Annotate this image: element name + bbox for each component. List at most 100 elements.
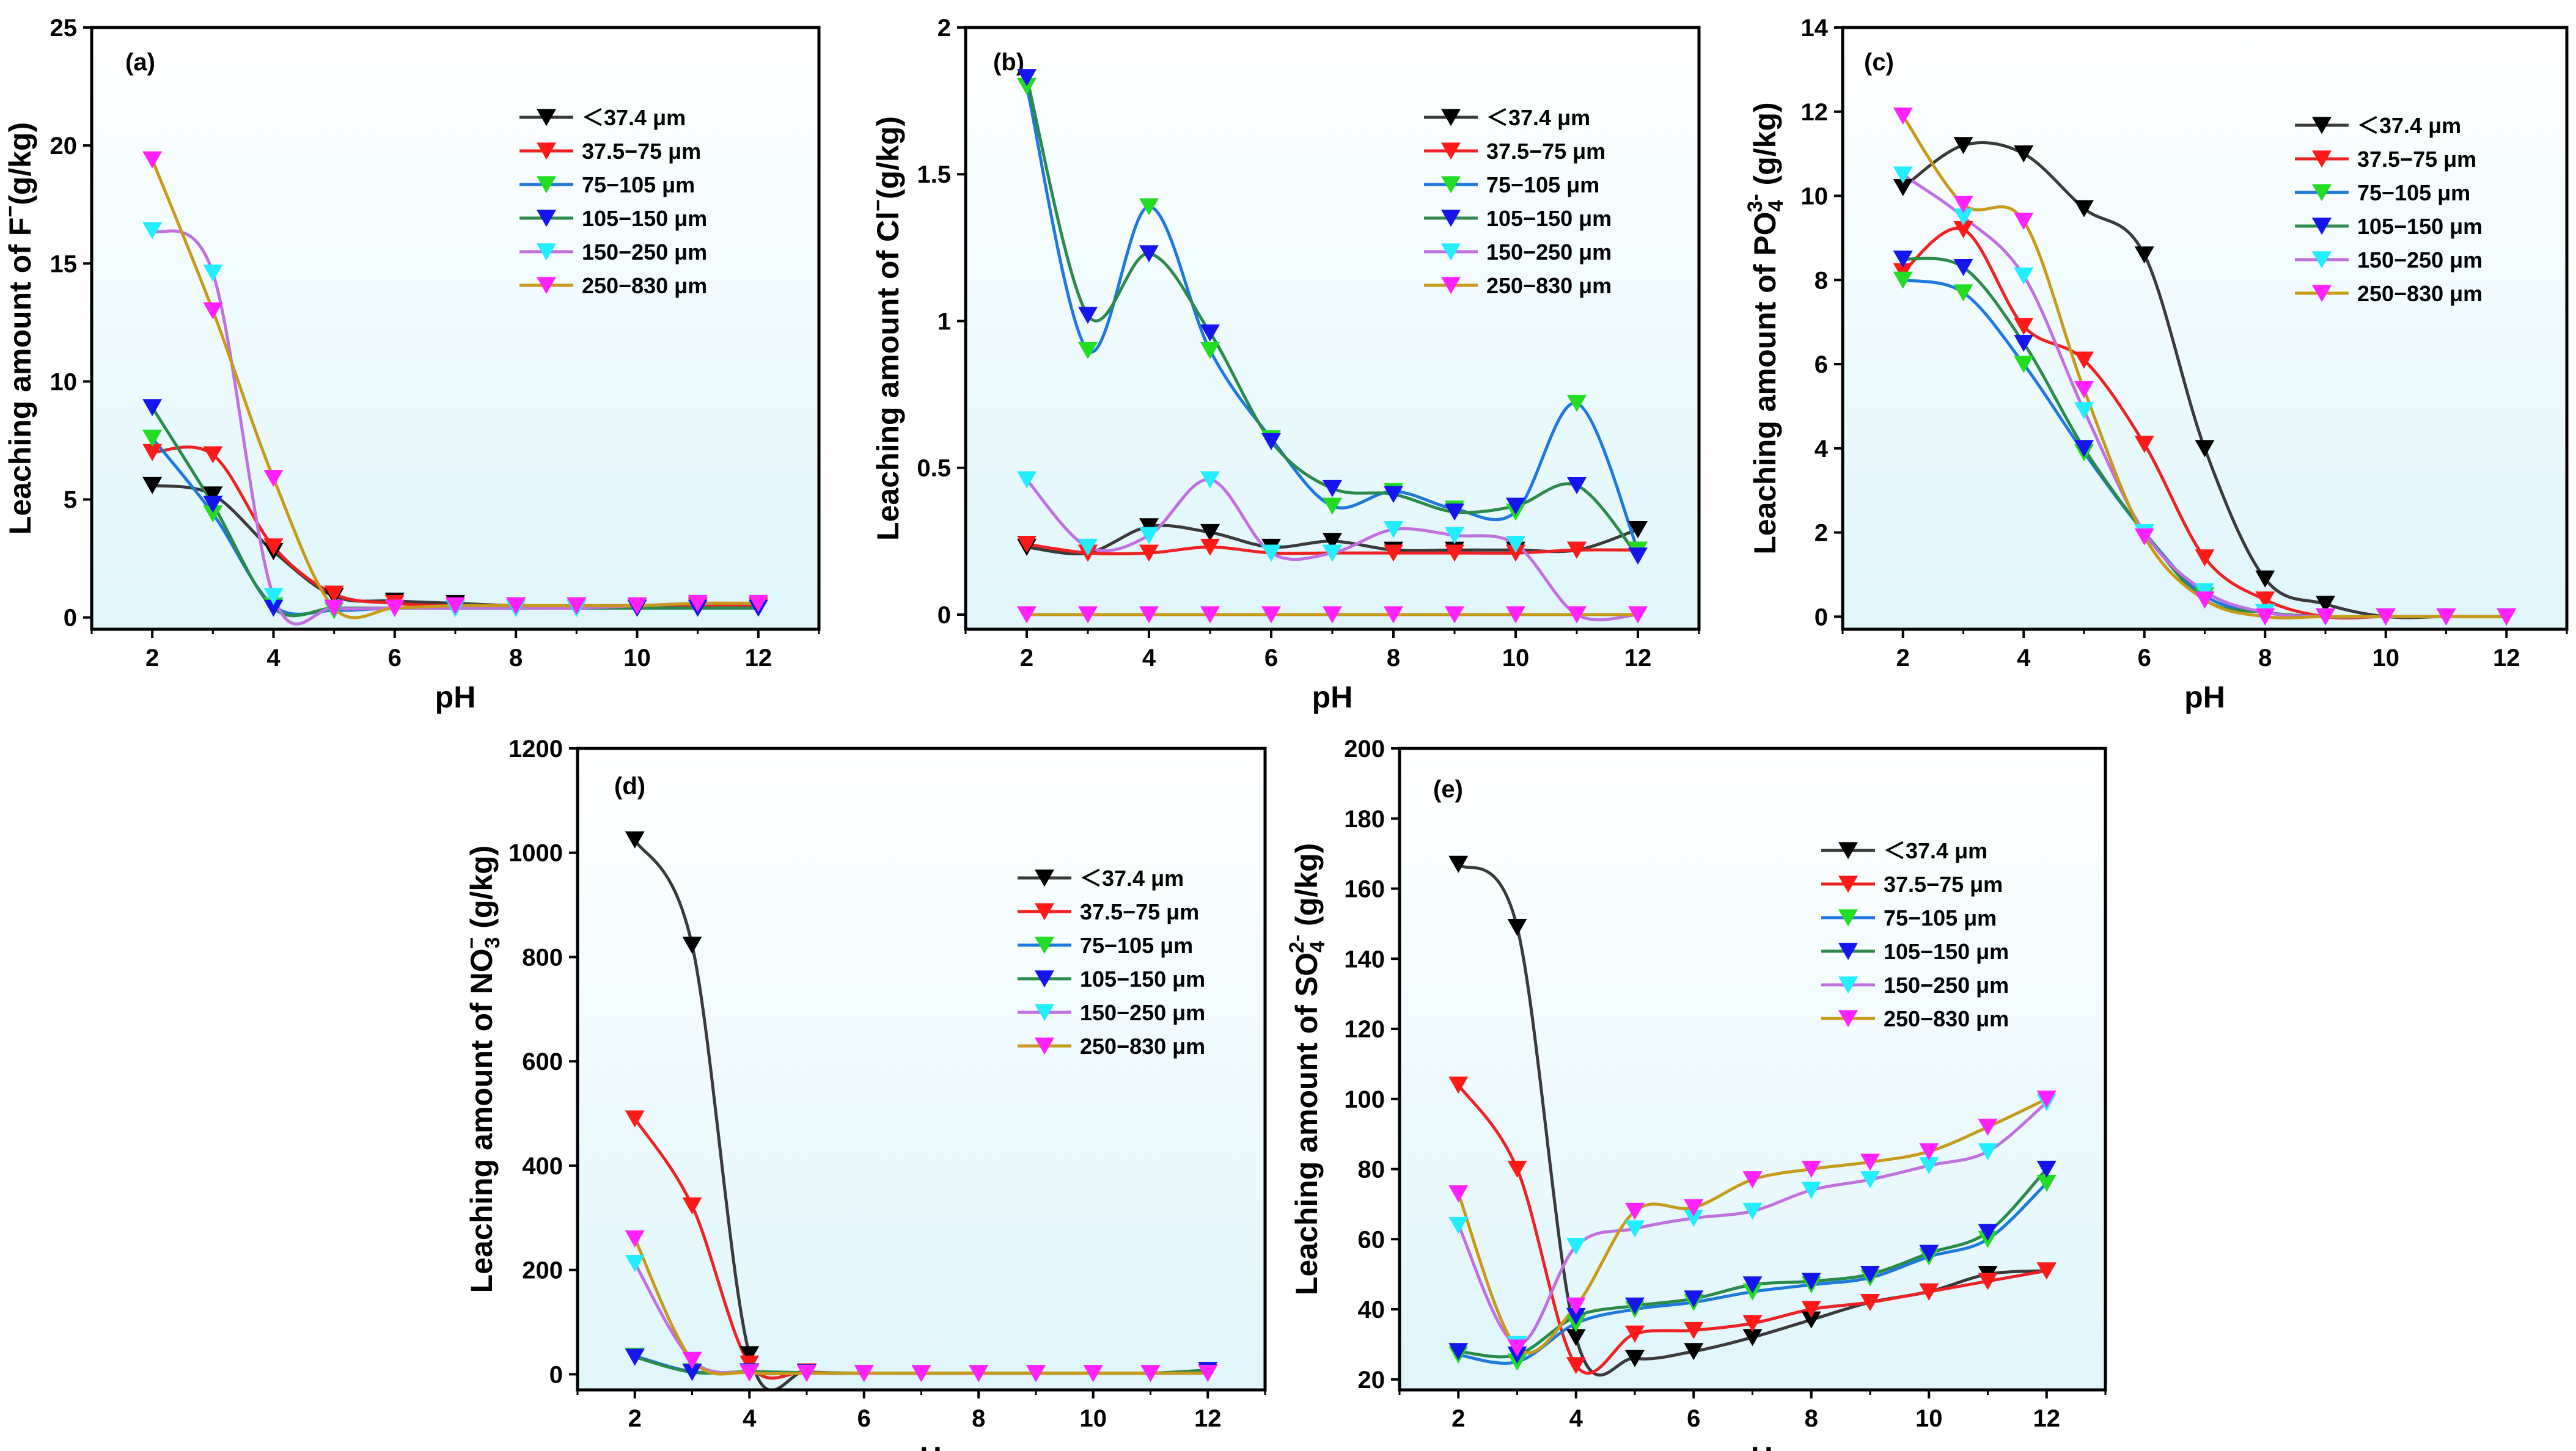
data-point [688, 594, 708, 612]
y-tick-label: 1000 [508, 840, 563, 867]
data-point [1684, 1290, 1704, 1308]
y-tick-label: 1 [938, 308, 951, 335]
y-tick-label: 4 [1815, 436, 1829, 462]
chart-panel-d: (d) pH 2 4 6 8 10 12 0 200 400 600 800 1000 1200 Leac… [460, 736, 1267, 1451]
x-tick-label: 12 [1624, 645, 1652, 671]
data-point [263, 588, 284, 605]
legend-marker [1838, 842, 1858, 860]
data-point [1953, 259, 1973, 277]
panel-label: (d) [614, 773, 645, 800]
chart-panel-e: (e) pH 2 4 6 8 10 12 20 40 60 80 100 120 140 160 180 20… [1285, 736, 2107, 1451]
legend-marker [2312, 285, 2332, 302]
y-axis-title-sub: 3 [481, 937, 504, 949]
y-tick-label: 12 [1801, 99, 1829, 126]
legend-marker [2312, 217, 2332, 235]
data-point [2036, 1174, 2057, 1192]
y-tick-label: 8 [1815, 267, 1828, 294]
data-point [1026, 1365, 1046, 1383]
data-point [1017, 471, 1037, 489]
legend-marker [1035, 1004, 1054, 1022]
data-point [969, 1365, 989, 1383]
legend-marker [1838, 875, 1858, 893]
data-point [2014, 145, 2034, 163]
legend-label: 75−105 μm [1486, 172, 1599, 197]
data-point [739, 1364, 760, 1382]
data-point [1625, 1350, 1645, 1367]
data-point [2074, 351, 2094, 369]
legend-label: 150−250 μm [582, 239, 707, 265]
data-point [2134, 528, 2154, 546]
legend-label: 75−105 μm [1080, 933, 1193, 958]
data-point [1625, 1220, 1645, 1238]
legend-label: 105−150 μm [582, 206, 707, 231]
series-line [1025, 86, 1640, 551]
y-axis-title-main: Leaching amount of NO [464, 948, 499, 1293]
data-point [1384, 521, 1403, 539]
data-point [1742, 1202, 1763, 1220]
data-point [1445, 544, 1464, 562]
data-point [2376, 608, 2396, 626]
data-point [324, 585, 344, 603]
data-point [1445, 503, 1464, 521]
data-point [1323, 497, 1342, 515]
data-point [1139, 544, 1159, 562]
y-axis-title: Leaching amount of SO42- (g/kg) [1285, 843, 1329, 1295]
data-point [1893, 108, 1913, 125]
legend: ＜37.4 μm 37.5−75 μm 75−105 μm 105−150 μm 150… [2295, 113, 2482, 306]
data-point [1448, 855, 1469, 873]
data-point [142, 477, 163, 494]
data-point [1200, 342, 1220, 359]
x-tick-label: 10 [1502, 645, 1530, 671]
data-point [446, 597, 465, 615]
data-point [2036, 1160, 2057, 1178]
data-point [1801, 1301, 1821, 1318]
data-point [854, 1365, 874, 1383]
data-point [1978, 1224, 1998, 1241]
legend-marker [1441, 142, 1461, 160]
data-point [1200, 606, 1220, 624]
y-axis-title: Leaching amount of NO3− (g/kg) [460, 846, 504, 1293]
data-point [911, 1365, 931, 1383]
data-point [142, 222, 163, 239]
data-point [1139, 518, 1159, 536]
data-point [1261, 606, 1281, 624]
data-point [1625, 1297, 1645, 1315]
x-tick-label: 6 [2138, 645, 2151, 671]
x-tick-label: 2 [145, 645, 159, 671]
x-tick-label: 2 [1451, 1405, 1465, 1432]
x-axis-title: pH [1732, 1441, 1773, 1451]
data-point [1506, 606, 1525, 624]
x-tick-label: 6 [1264, 645, 1278, 671]
data-point [142, 399, 163, 417]
x-tick-label: 10 [2372, 645, 2400, 671]
data-point [1893, 271, 1913, 289]
legend: ＜37.4 μm 37.5−75 μm 75−105 μm 105−150 μm 150… [1821, 838, 2009, 1031]
y-axis-title-unit: (g/kg) [871, 116, 905, 199]
data-point [2014, 213, 2034, 230]
series-group [142, 151, 768, 626]
series-line [1025, 77, 1639, 557]
legend-label: 250−830 μm [1884, 1006, 2009, 1031]
legend-marker [537, 176, 556, 194]
data-point [1801, 1160, 1821, 1178]
legend-label: 75−105 μm [1884, 905, 1997, 930]
data-point [1919, 1157, 1939, 1175]
y-axis-title-sup: 2- [1285, 935, 1308, 953]
x-tick-label: 4 [2017, 645, 2031, 671]
data-point [1566, 1357, 1586, 1375]
data-point [1140, 1365, 1161, 1383]
data-point [1860, 1293, 1880, 1311]
data-point [682, 937, 702, 954]
data-point [1893, 250, 1913, 268]
data-point [2255, 570, 2275, 588]
data-point [324, 599, 344, 617]
x-tick-label: 8 [2258, 645, 2272, 671]
y-axis-title-unit: (g/kg) [464, 846, 499, 937]
x-tick-label: 4 [1142, 645, 1156, 671]
data-point [1017, 69, 1037, 87]
legend-label: 250−830 μm [1486, 273, 1612, 298]
y-axis-title-unit: (g/kg) [3, 122, 37, 205]
data-point [2316, 608, 2335, 626]
legend-label: 37.5−75 μm [1884, 872, 2003, 897]
legend-label: 150−250 μm [1080, 1000, 1205, 1025]
